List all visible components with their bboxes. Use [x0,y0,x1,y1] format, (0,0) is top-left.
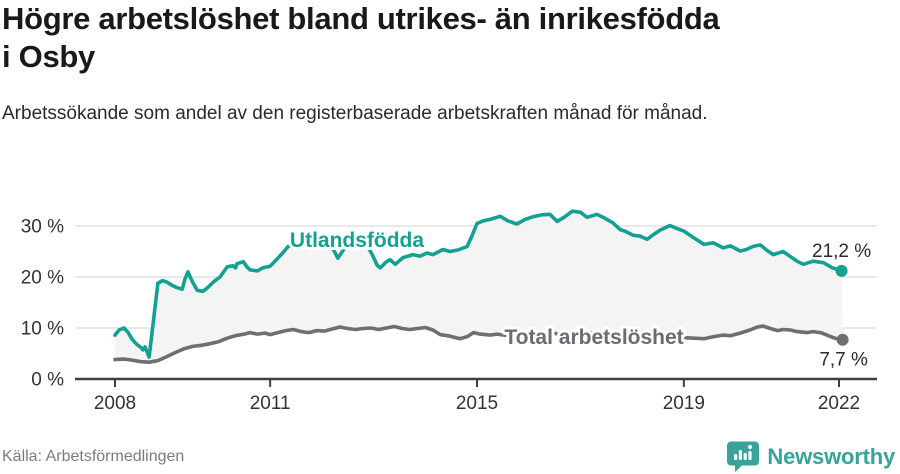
total-series-label: Total arbetslöshet [504,326,683,349]
foreign-born-series-label: Utlandsfödda [290,229,424,252]
line-chart: 2008 2011 2015 2019 2022 0 % 10 % 20 % 30 % Utlan… [0,185,900,425]
foreign-born-end-dot [835,264,848,277]
x-tick-label: 2008 [94,393,136,414]
chart-subtitle: Arbetssökande som andel av den registerb… [2,103,708,124]
logo-pin-shape [727,441,760,472]
x-tick-label: 2019 [663,393,705,414]
brand-name: Newsworthy [767,443,895,469]
newsworthy-logo-icon [727,441,760,472]
x-tick-label: 2015 [456,393,498,414]
total-end-value: 7,7 % [819,350,868,371]
foreign-born-end-value: 21,2 % [812,241,871,262]
y-tick-label: 20 % [21,268,64,289]
total-end-dot [836,333,849,346]
y-tick-label: 30 % [21,217,64,238]
x-tick-label: 2011 [250,393,291,414]
chart-canvas: 2008 2011 2015 2019 2022 0 % 10 % 20 % 30 % Utlan… [21,209,877,414]
logo-barchart-glyph [734,445,753,460]
source-note: Källa: Arbetsförmedlingen [2,448,185,465]
newsworthy-logo[interactable]: Newsworthy [726,441,895,472]
chart-title: Högre arbetslöshet bland utrikes- än inr… [2,1,720,74]
total-line [113,324,845,364]
y-tick-label: 0 % [31,370,64,391]
foreign-born-line [113,209,844,359]
y-tick-label: 10 % [21,319,64,340]
band-between-series [115,211,843,363]
x-tick-label: 2022 [818,393,860,414]
